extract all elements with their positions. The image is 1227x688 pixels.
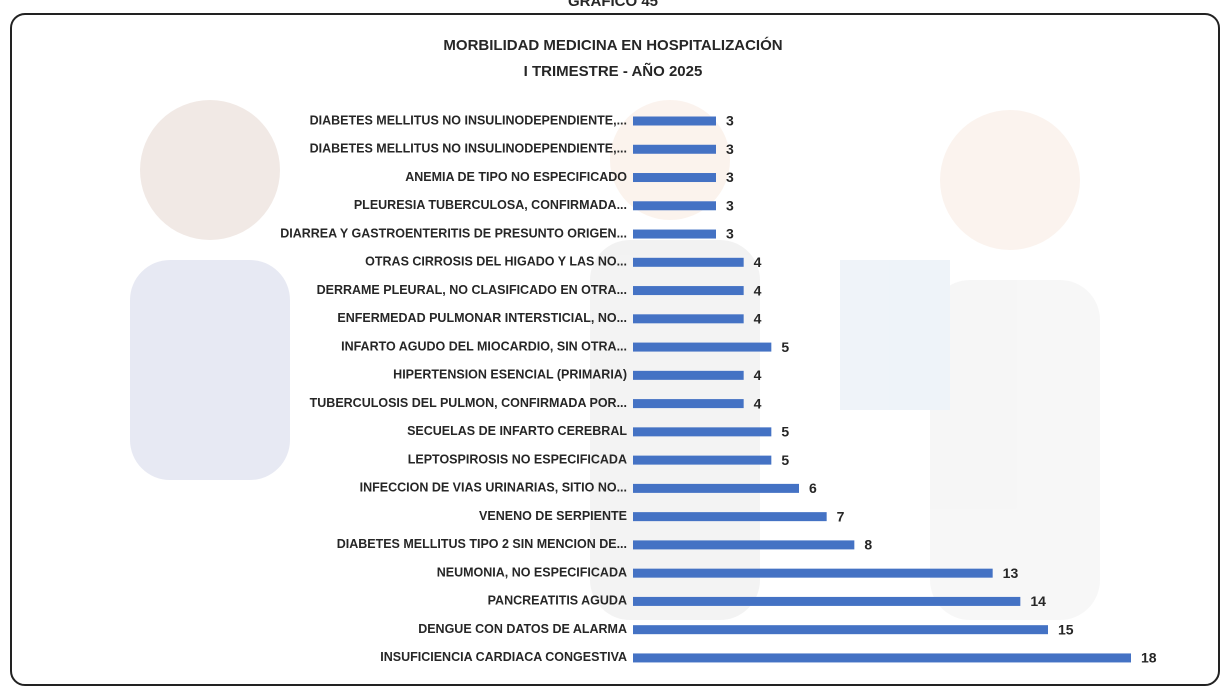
bar [633, 399, 744, 409]
category-label: LEPTOSPIROSIS NO ESPECIFICADA [408, 452, 627, 466]
category-label: DIABETES MELLITUS NO INSULINODEPENDIENTE… [310, 142, 627, 156]
category-label: INFARTO AGUDO DEL MIOCARDIO, SIN OTRA... [341, 339, 627, 353]
bar [633, 568, 993, 578]
bar [633, 286, 744, 296]
chart-subtitle: I TRIMESTRE - AÑO 2025 [524, 62, 703, 80]
bar [633, 116, 716, 126]
bar [633, 314, 744, 324]
category-label: PANCREATITIS AGUDA [488, 594, 627, 608]
bar [633, 540, 855, 550]
category-label: DERRAME PLEURAL, NO CLASIFICADO EN OTRA.… [317, 283, 627, 297]
bar [633, 144, 716, 154]
value-label: 7 [837, 508, 845, 524]
category-label: OTRAS CIRROSIS DEL HIGADO Y LAS NO... [365, 255, 627, 269]
category-label: DIABETES MELLITUS TIPO 2 SIN MENCION DE.… [337, 537, 627, 551]
bar [633, 512, 827, 522]
value-label: 18 [1141, 650, 1157, 666]
bar [633, 455, 772, 465]
category-label: ENFERMEDAD PULMONAR INTERSTICIAL, NO... [337, 311, 627, 325]
bar [633, 173, 716, 183]
value-label: 3 [726, 197, 734, 213]
value-label: 8 [864, 537, 872, 553]
value-label: 15 [1058, 621, 1074, 637]
category-label: DIABETES MELLITUS NO INSULINODEPENDIENTE… [310, 113, 627, 127]
bar [633, 427, 772, 437]
value-label: 3 [726, 226, 734, 242]
value-label: 3 [726, 169, 734, 185]
bar [633, 653, 1131, 663]
chart-title: MORBILIDAD MEDICINA EN HOSPITALIZACIÓN [443, 36, 782, 54]
category-label: TUBERCULOSIS DEL PULMON, CONFIRMADA POR.… [310, 396, 627, 410]
value-label: 5 [781, 339, 789, 355]
category-label: HIPERTENSION ESENCIAL (PRIMARIA) [393, 368, 627, 382]
bar [633, 370, 744, 380]
category-label: DIARREA Y GASTROENTERITIS DE PRESUNTO OR… [280, 226, 627, 240]
bar [633, 483, 799, 493]
value-label: 4 [754, 254, 762, 270]
value-label: 13 [1003, 565, 1019, 581]
bar [633, 201, 716, 211]
value-label: 14 [1030, 593, 1046, 609]
value-label: 4 [754, 282, 762, 298]
bar [633, 625, 1048, 635]
bar [633, 596, 1021, 606]
value-label: 4 [754, 395, 762, 411]
category-label: PLEURESIA TUBERCULOSA, CONFIRMADA... [354, 198, 627, 212]
value-label: 4 [754, 367, 762, 383]
category-label: ANEMIA DE TIPO NO ESPECIFICADO [405, 170, 627, 184]
heading: GRÁFICO 45 [568, 0, 658, 10]
value-label: 5 [781, 424, 789, 440]
bar [633, 257, 744, 267]
category-label: VENENO DE SERPIENTE [479, 509, 627, 523]
value-label: 6 [809, 480, 817, 496]
frame [10, 13, 1220, 686]
value-label: 4 [754, 311, 762, 327]
category-label: NEUMONIA, NO ESPECIFICADA [437, 565, 627, 579]
category-label: INFECCION DE VIAS URINARIAS, SITIO NO... [360, 481, 627, 495]
value-label: 3 [726, 141, 734, 157]
category-label: INSUFICIENCIA CARDIACA CONGESTIVA [380, 650, 627, 664]
value-label: 5 [781, 452, 789, 468]
bar [633, 342, 772, 352]
category-label: SECUELAS DE INFARTO CEREBRAL [407, 424, 627, 438]
background-illustration [130, 100, 1100, 620]
category-label: DENGUE CON DATOS DE ALARMA [418, 622, 627, 636]
value-label: 3 [726, 113, 734, 129]
bar [633, 229, 716, 239]
